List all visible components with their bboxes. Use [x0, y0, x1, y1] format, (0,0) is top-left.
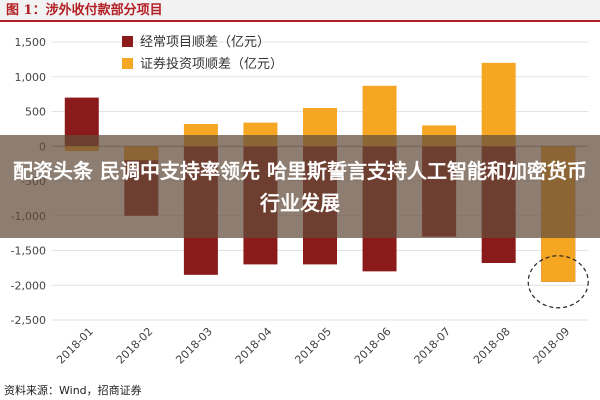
x-tick-label: 2018-04	[233, 325, 275, 367]
y-tick-label: 1,500	[15, 36, 47, 49]
y-tick-label: 500	[25, 106, 46, 119]
bar-securities	[481, 62, 516, 147]
legend-label: 经常项目顺差（亿元）	[140, 35, 270, 50]
headline-overlay[interactable]: 配资头条 民调中支持率领先 哈里斯誓言支持人工智能和加密货币行业发展	[0, 135, 600, 238]
x-tick-label: 2018-07	[412, 325, 454, 367]
figure-title: 图 1：涉外收付款部分项目	[0, 0, 600, 22]
headline-text[interactable]: 配资头条 民调中支持率领先 哈里斯誓言支持人工智能和加密货币行业发展	[13, 158, 587, 215]
y-tick-label: -2,500	[11, 314, 46, 327]
y-tick-label: -2,000	[11, 279, 46, 292]
x-tick-label: 2018-02	[114, 325, 156, 367]
y-tick-label: -1,500	[11, 245, 46, 258]
legend-label: 证券投资项顺差（亿元）	[140, 56, 283, 72]
highlight-circle	[527, 255, 589, 309]
y-tick-label: 1,000	[15, 71, 47, 84]
x-tick-label: 2018-08	[471, 325, 513, 367]
legend-swatch	[122, 58, 133, 69]
source-note: 资料来源：Wind，招商证券	[4, 384, 142, 397]
x-axis: 2018-01 2018-02 2018-03 2018-04 2018-05 2018-…	[54, 325, 572, 367]
x-tick-label: 2018-05	[292, 325, 334, 367]
chart-annotation	[527, 255, 589, 309]
x-tick-label: 2018-01	[54, 325, 96, 367]
x-tick-label: 2018-06	[352, 325, 394, 367]
chart-legend: 经常项目顺差（亿元） 证券投资项顺差（亿元）	[122, 35, 283, 72]
x-tick-label: 2018-03	[173, 325, 215, 367]
legend-swatch	[122, 36, 133, 47]
x-tick-label: 2018-09	[531, 325, 573, 367]
